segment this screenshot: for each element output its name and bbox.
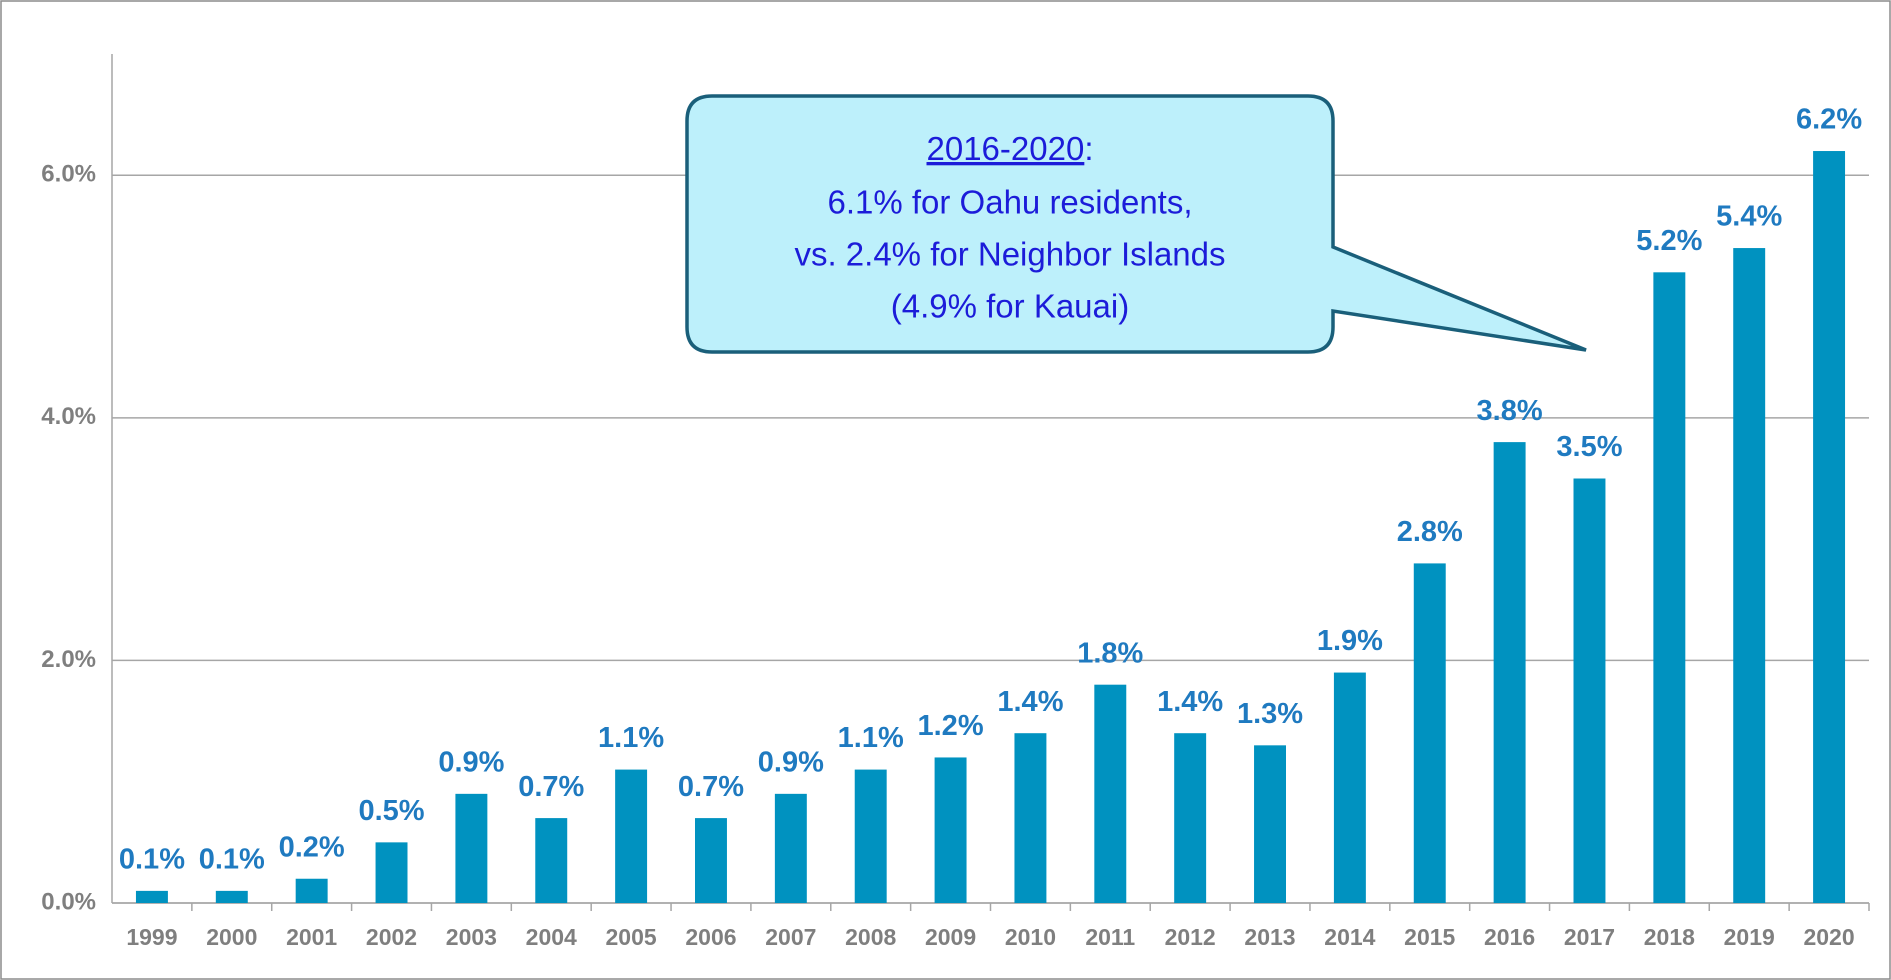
bar [1333,672,1366,903]
data-label: 3.5% [1556,431,1622,463]
bar [1014,733,1047,903]
x-tick-label: 2010 [1005,924,1056,950]
data-label: 1.4% [997,686,1063,718]
x-tick-label: 2020 [1803,924,1854,950]
bar [375,842,408,903]
data-label: 1.8% [1077,637,1143,669]
bar [1254,745,1286,903]
x-tick-label: 2003 [446,924,497,950]
data-label: 2.8% [1397,516,1463,548]
x-tick-label: 2004 [526,924,577,950]
x-tick-label: 2015 [1404,924,1455,950]
data-label: 5.4% [1716,201,1782,233]
data-label: 0.2% [279,831,345,863]
data-label: 1.3% [1237,698,1303,730]
data-label: 1.9% [1317,625,1383,657]
annotation-period: 2016-2020 [927,130,1085,167]
data-label: 6.2% [1796,104,1862,136]
bar [295,878,328,903]
bar [1413,563,1446,903]
x-tick-label: 2005 [606,924,657,950]
bar [615,769,648,903]
data-label: 0.1% [119,844,185,876]
x-tick-label: 2007 [765,924,816,950]
y-tick-label: 4.0% [41,403,96,430]
callout [685,94,1587,354]
x-tick-label: 2014 [1324,924,1375,950]
data-label: 1.1% [838,722,904,754]
x-tick-label: 2012 [1165,924,1216,950]
data-label: 0.5% [358,795,424,827]
x-tick-label: 2019 [1724,924,1775,950]
data-label: 1.2% [918,710,984,742]
annotation-line: vs. 2.4% for Neighbor Islands [794,236,1225,273]
x-tick-label: 2006 [685,924,736,950]
data-label: 0.9% [438,746,504,778]
x-tick-label: 2008 [845,924,896,950]
data-label: 0.7% [518,771,584,803]
annotation-heading: 2016-2020: [927,130,1094,167]
x-tick-label: 2001 [286,924,337,950]
bar [135,890,168,903]
annotation-punct: : [1084,130,1093,167]
bar [535,818,568,903]
x-tick-label: 1999 [126,924,177,950]
y-tick-label: 6.0% [41,161,96,188]
bar [1094,684,1127,903]
data-label: 5.2% [1636,225,1702,257]
bar [455,793,488,903]
x-tick-label: 2009 [925,924,976,950]
bar [1733,248,1766,904]
x-tick-label: 2018 [1644,924,1695,950]
bar [215,890,248,903]
data-label: 0.1% [199,844,265,876]
bar [1653,272,1686,903]
annotation-line: (4.9% for Kauai) [891,288,1129,325]
x-tick-label: 2017 [1564,924,1615,950]
bar [1573,478,1606,903]
annotation-line: 6.1% for Oahu residents, [827,184,1192,221]
y-tick-label: 0.0% [41,888,96,915]
y-tick-label: 2.0% [41,646,96,673]
x-tick-label: 2000 [206,924,257,950]
x-tick-label: 2011 [1085,924,1135,950]
bar [695,818,727,903]
data-label: 1.4% [1157,686,1223,718]
x-tick-label: 2016 [1484,924,1535,950]
bar [1174,733,1207,903]
bar [934,757,967,903]
x-tick-label: 2013 [1244,924,1295,950]
data-label: 3.8% [1477,395,1543,427]
x-tick-label: 2002 [366,924,417,950]
bar [854,769,887,903]
data-label: 0.7% [678,771,744,803]
data-label: 0.9% [758,746,824,778]
bar [1813,151,1846,903]
bar [1493,442,1526,903]
data-label: 1.1% [598,722,664,754]
bar [774,793,807,903]
